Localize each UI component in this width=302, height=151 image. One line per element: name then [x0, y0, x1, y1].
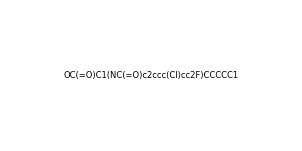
Text: OC(=O)C1(NC(=O)c2ccc(Cl)cc2F)CCCCC1: OC(=O)C1(NC(=O)c2ccc(Cl)cc2F)CCCCC1 — [63, 71, 239, 80]
